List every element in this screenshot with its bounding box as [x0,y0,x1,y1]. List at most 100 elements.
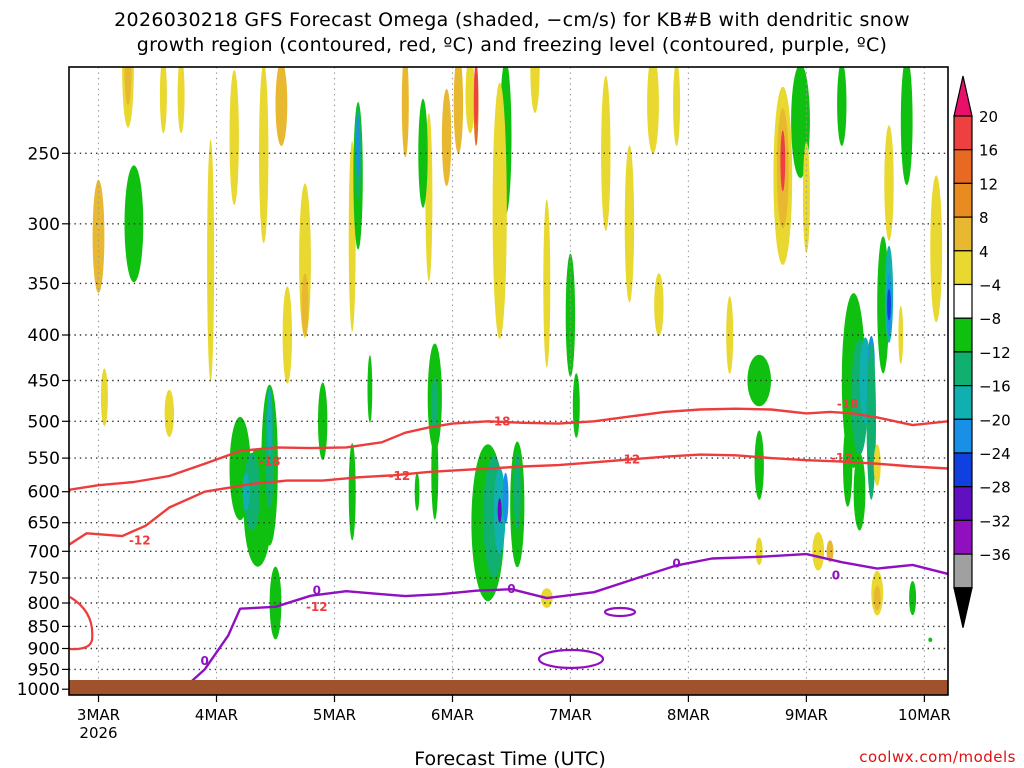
colorbar-label-3: 8 [979,209,989,227]
colorbar-label-2: 12 [979,175,998,193]
colorbar-label-11: −28 [979,479,1011,497]
x-tick-label-8MAR: 8MAR [667,706,710,724]
isotherm-contours: -18 -12 -12 -12 -18 -12 -18 -12 0 0 0 0 0 [69,397,948,695]
omega-blob-57 [624,145,635,303]
omega-blob-88 [873,585,881,611]
omega-blob-43 [492,82,507,339]
colorbar-swatch-1 [953,115,973,151]
omega-blob-19 [275,67,288,146]
omega-shading [92,67,943,642]
y-tick-label-300: 300 [28,215,60,235]
dgz-label-0: -18 [259,455,281,469]
omega-blob-58 [647,67,659,154]
omega-blob-59 [673,67,681,146]
freezing-label-0: 0 [201,654,209,668]
x-tick-label-3MAR: 3MAR [77,706,120,724]
omega-blob-86 [900,67,913,186]
dgz-label-4: -18 [489,414,511,428]
omega-blob-30 [401,67,409,158]
colorbar-swatch-4 [953,216,973,252]
colorbar-label-13: −36 [979,546,1011,564]
omega-blob-89 [873,444,881,486]
freezing-label-3: 0 [672,556,680,570]
omega-blob-70 [812,532,825,571]
omega-blob-1 [100,368,108,427]
omega-blob-28 [348,443,356,541]
omega-blob-48 [497,498,502,523]
omega-blob-20 [282,286,292,384]
colorbar-label-8: −16 [979,378,1011,396]
freezing-loop-2 [537,648,605,670]
x-tick-label-10MAR: 10MAR [898,706,951,724]
x-tick-label-6MAR: 6MAR [431,706,474,724]
y-tick-label-800: 800 [28,594,60,614]
colorbar-swatch-13 [953,519,973,555]
omega-blob-63 [754,430,764,500]
omega-blob-6 [159,67,167,134]
omega-blob-7 [177,67,185,134]
chart-title-line-1: 2026030218 GFS Forecast Omega (shaded, −… [114,9,910,31]
omega-blob-61 [726,296,734,374]
x-axis-label: Forecast Time (UTC) [414,748,605,768]
y-tick-label-700: 700 [28,542,60,562]
x-tick-label-7MAR: 7MAR [549,706,592,724]
colorbar: 20 16 12 8 4 −4 −8 −12 −16 −20 −24 −28 −32 −36 [953,75,1011,628]
y-tick-label-750: 750 [28,569,60,589]
colorbar-label-6: −8 [979,310,1001,328]
colorbar-swatch-14 [953,553,973,589]
y-tick-label-450: 450 [28,372,60,392]
colorbar-label-0: 20 [979,108,998,126]
omega-blob-91 [930,175,943,323]
colorbar-top-arrow [953,75,973,117]
contour-line-1 [69,453,948,546]
y-tick-label-550: 550 [28,449,60,469]
colorbar-swatch-12 [953,486,973,522]
freezing-label-1: 0 [313,584,321,598]
omega-blob-83 [887,289,891,321]
omega-blob-0 [92,179,105,293]
colorbar-swatch-11 [953,452,973,488]
colorbar-swatch-9 [953,385,973,420]
dgz-label-2: -12 [389,469,411,483]
credit-text: coolwx.com/models [859,748,1016,766]
y-tick-label-900: 900 [28,640,60,660]
omega-blob-51 [530,67,540,113]
colorbar-swatch-3 [953,182,973,218]
omega-blob-90 [909,581,917,616]
colorbar-label-4: 4 [979,243,989,261]
omega-blob-12 [243,452,261,531]
omega-blob-32 [418,98,428,208]
chart-title: 2026030218 GFS Forecast Omega (shaded, −… [0,8,1024,58]
omega-blob-64 [755,537,763,566]
omega-blob-3 [124,67,132,106]
y-tick-label-250: 250 [28,144,60,164]
y-tick-label-600: 600 [28,483,60,503]
omega-blob-60 [654,273,664,337]
dgz-label-7: -12 [306,600,328,614]
omega-blob-55 [572,373,580,438]
freezing-loop-1 [603,606,637,618]
y-tick-label-650: 650 [28,514,60,534]
contour-line-2 [174,552,948,695]
y-tick-label-850: 850 [28,617,60,637]
x-tick-label-9MAR: 9MAR [785,706,828,724]
omega-blob-13 [242,472,250,512]
x-year-label: 2026 [79,724,117,742]
dgz-label-3: -12 [619,453,641,467]
omega-blob-18 [259,67,269,244]
dgz-label-5: -12 [831,451,853,465]
omega-blob-92 [928,637,933,642]
omega-blob-9 [229,70,239,205]
omega-blob-79 [853,452,866,531]
y-tick-label-350: 350 [28,274,60,294]
omega-blob-38 [453,67,464,154]
colorbar-label-7: −12 [979,344,1011,362]
colorbar-swatch-5 [953,250,973,286]
freezing-label-4: 0 [832,568,840,582]
omega-blob-84 [884,125,894,241]
omega-blob-41 [474,67,479,126]
omega-blob-56 [601,75,611,231]
contour-line-0 [69,407,948,491]
colorbar-swatch-7 [953,317,973,353]
